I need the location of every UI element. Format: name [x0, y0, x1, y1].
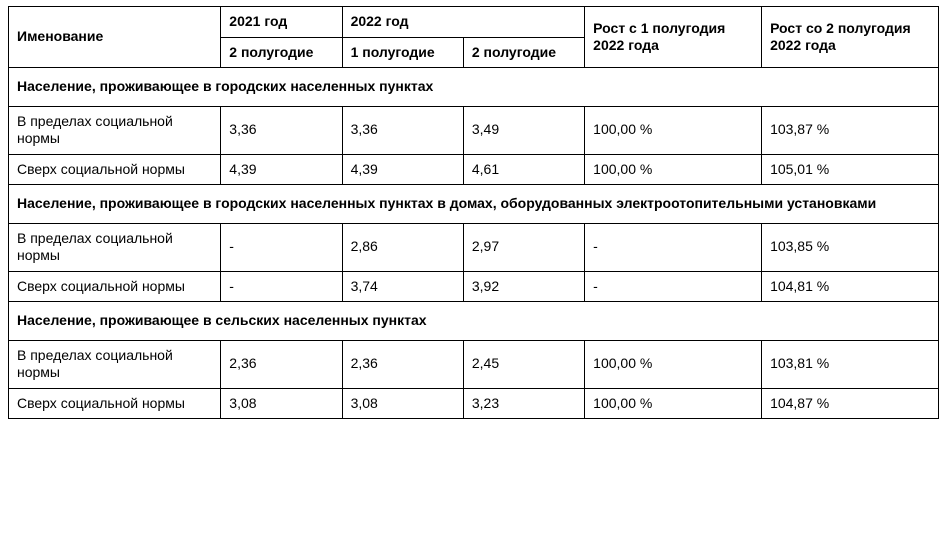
cell: 3,08 [342, 388, 463, 419]
table-body: Население, проживающее в городских насел… [9, 68, 939, 419]
col-growth-1: Рост с 1 полугодия 2022 года [585, 7, 762, 68]
table-container: Именование 2021 год 2022 год Рост с 1 по… [0, 0, 947, 425]
cell: 2,45 [463, 340, 584, 388]
cell: 3,23 [463, 388, 584, 419]
cell: 3,74 [342, 271, 463, 302]
col-2022-h1: 1 полугодие [342, 37, 463, 68]
section-header: Население, проживающее в сельских населе… [9, 302, 939, 341]
tariff-table: Именование 2021 год 2022 год Рост с 1 по… [8, 6, 939, 419]
section-title: Население, проживающее в городских насел… [9, 68, 939, 107]
section-title: Население, проживающее в сельских населе… [9, 302, 939, 341]
cell: 3,08 [221, 388, 342, 419]
cell: 103,87 % [762, 106, 939, 154]
table-header: Именование 2021 год 2022 год Рост с 1 по… [9, 7, 939, 68]
col-2022: 2022 год [342, 7, 585, 38]
table-row: В пределах социальной нормы - 2,86 2,97 … [9, 223, 939, 271]
cell: - [585, 271, 762, 302]
row-name: В пределах социальной нормы [9, 223, 221, 271]
cell: 100,00 % [585, 388, 762, 419]
col-name: Именование [9, 7, 221, 68]
cell: 100,00 % [585, 154, 762, 185]
cell: 105,01 % [762, 154, 939, 185]
cell: 3,36 [342, 106, 463, 154]
row-name: В пределах социальной нормы [9, 340, 221, 388]
row-name: Сверх социальной нормы [9, 271, 221, 302]
cell: 104,87 % [762, 388, 939, 419]
cell: 4,61 [463, 154, 584, 185]
cell: 100,00 % [585, 106, 762, 154]
cell: 3,92 [463, 271, 584, 302]
col-growth-2: Рост со 2 полугодия 2022 года [762, 7, 939, 68]
col-2021-h2: 2 полугодие [221, 37, 342, 68]
col-2021: 2021 год [221, 7, 342, 38]
row-name: В пределах социальной нормы [9, 106, 221, 154]
section-header: Население, проживающее в городских насел… [9, 185, 939, 224]
cell: 4,39 [221, 154, 342, 185]
cell: 2,36 [342, 340, 463, 388]
table-row: Сверх социальной нормы 4,39 4,39 4,61 10… [9, 154, 939, 185]
cell: 3,49 [463, 106, 584, 154]
table-row: В пределах социальной нормы 3,36 3,36 3,… [9, 106, 939, 154]
cell: - [221, 223, 342, 271]
cell: 2,97 [463, 223, 584, 271]
cell: 103,85 % [762, 223, 939, 271]
cell: 3,36 [221, 106, 342, 154]
row-name: Сверх социальной нормы [9, 388, 221, 419]
row-name: Сверх социальной нормы [9, 154, 221, 185]
cell: 2,86 [342, 223, 463, 271]
col-2022-h2: 2 полугодие [463, 37, 584, 68]
cell: 100,00 % [585, 340, 762, 388]
section-title: Население, проживающее в городских насел… [9, 185, 939, 224]
table-row: Сверх социальной нормы - 3,74 3,92 - 104… [9, 271, 939, 302]
cell: - [585, 223, 762, 271]
cell: - [221, 271, 342, 302]
cell: 103,81 % [762, 340, 939, 388]
section-header: Население, проживающее в городских насел… [9, 68, 939, 107]
table-row: Сверх социальной нормы 3,08 3,08 3,23 10… [9, 388, 939, 419]
cell: 4,39 [342, 154, 463, 185]
cell: 104,81 % [762, 271, 939, 302]
cell: 2,36 [221, 340, 342, 388]
table-row: В пределах социальной нормы 2,36 2,36 2,… [9, 340, 939, 388]
